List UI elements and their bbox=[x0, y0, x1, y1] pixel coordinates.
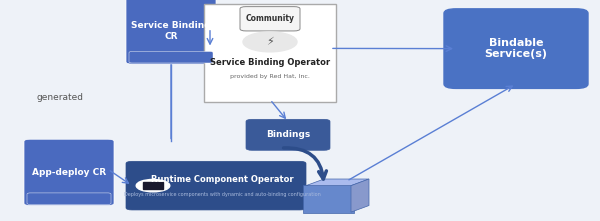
Text: generated: generated bbox=[37, 93, 83, 102]
Text: Deploys microservice components with dynamic and auto-binding configuration: Deploys microservice components with dyn… bbox=[124, 192, 320, 197]
FancyBboxPatch shape bbox=[246, 119, 330, 150]
Circle shape bbox=[243, 32, 297, 52]
FancyBboxPatch shape bbox=[143, 182, 163, 189]
Text: ⚡: ⚡ bbox=[266, 37, 274, 47]
FancyBboxPatch shape bbox=[303, 185, 354, 213]
FancyBboxPatch shape bbox=[126, 161, 306, 210]
FancyBboxPatch shape bbox=[24, 139, 114, 206]
Circle shape bbox=[136, 179, 170, 192]
FancyBboxPatch shape bbox=[204, 4, 336, 102]
Text: Bindings: Bindings bbox=[266, 130, 310, 139]
Text: Runtime Component Operator: Runtime Component Operator bbox=[151, 175, 293, 183]
FancyBboxPatch shape bbox=[129, 51, 213, 63]
Polygon shape bbox=[351, 179, 369, 212]
Text: Bindable
Service(s): Bindable Service(s) bbox=[485, 38, 548, 59]
FancyBboxPatch shape bbox=[444, 9, 588, 88]
Text: Service Binding
CR: Service Binding CR bbox=[131, 21, 211, 41]
Text: App-deploy CR: App-deploy CR bbox=[32, 168, 106, 177]
FancyBboxPatch shape bbox=[27, 193, 111, 204]
Text: Service Binding Operator: Service Binding Operator bbox=[210, 58, 330, 67]
Text: Community: Community bbox=[245, 14, 295, 23]
FancyBboxPatch shape bbox=[126, 0, 216, 64]
FancyBboxPatch shape bbox=[240, 7, 300, 31]
Polygon shape bbox=[306, 179, 369, 186]
Text: provided by Red Hat, Inc.: provided by Red Hat, Inc. bbox=[230, 74, 310, 79]
